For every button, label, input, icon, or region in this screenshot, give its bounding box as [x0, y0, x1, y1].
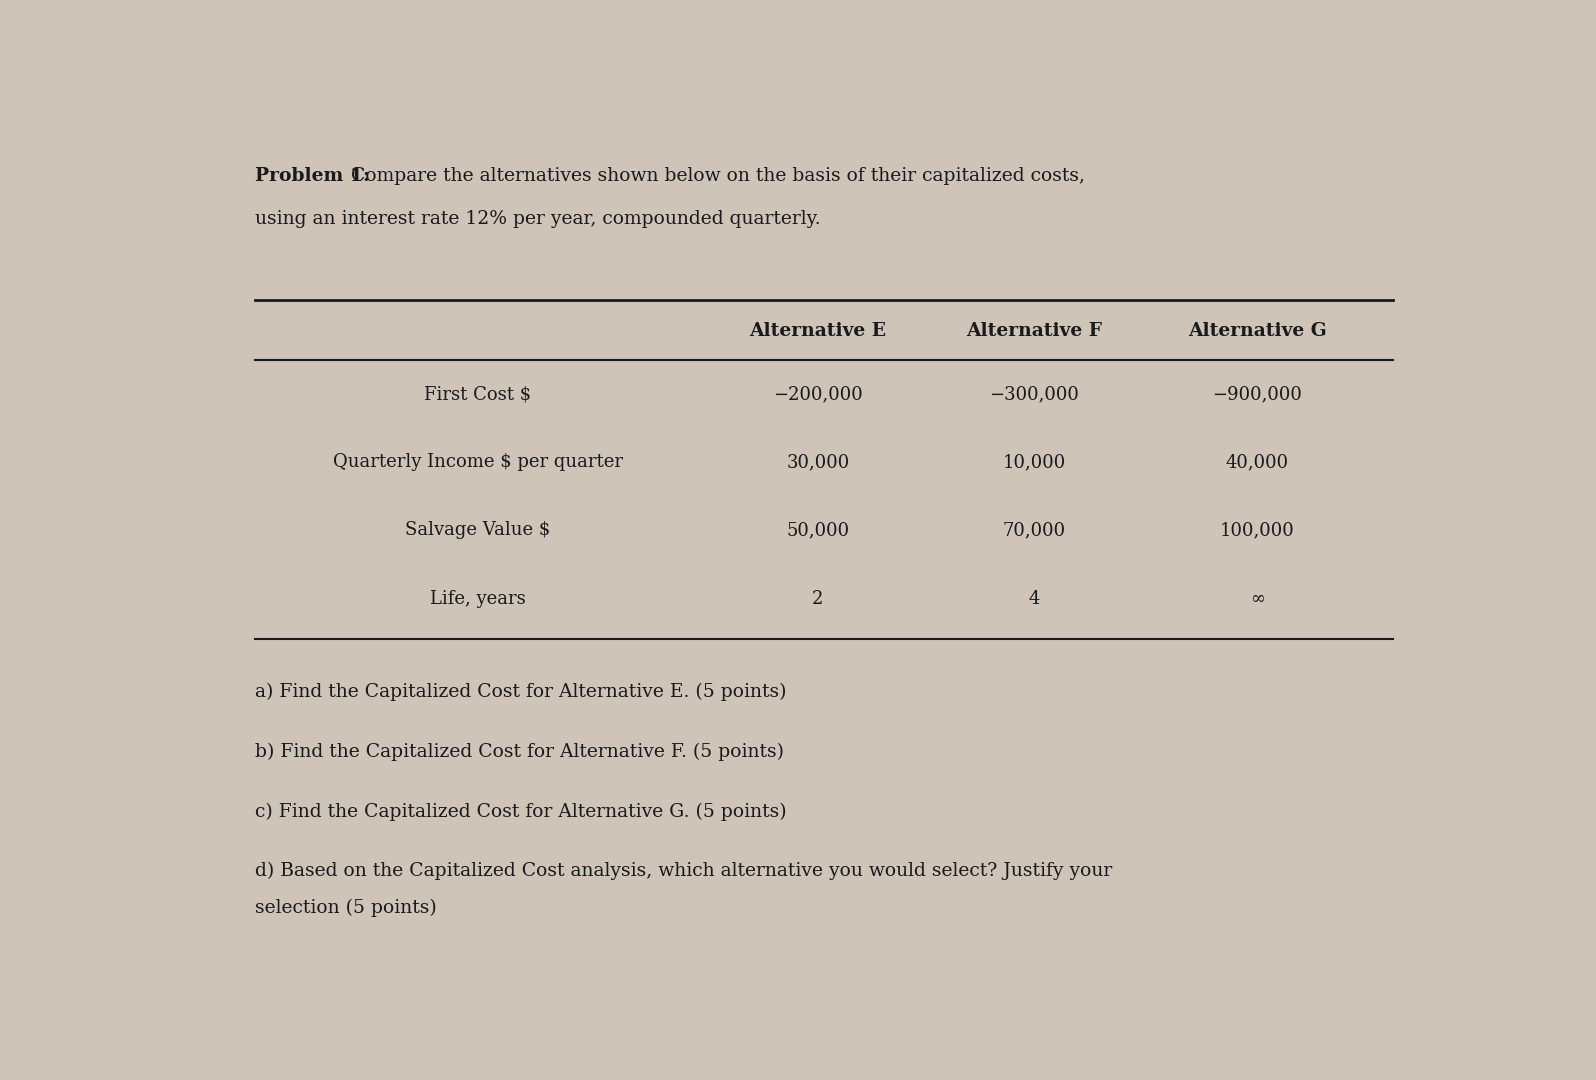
Text: 10,000: 10,000 [1002, 454, 1066, 471]
Text: Problem 1:: Problem 1: [255, 167, 370, 185]
Text: Alternative E: Alternative E [750, 322, 886, 340]
Text: Quarterly Income $ per quarter: Quarterly Income $ per quarter [334, 454, 622, 471]
Text: 100,000: 100,000 [1219, 522, 1294, 539]
Text: Life, years: Life, years [429, 590, 525, 608]
Text: −900,000: −900,000 [1211, 386, 1302, 403]
Text: Salvage Value $: Salvage Value $ [405, 522, 551, 539]
Text: d) Based on the Capitalized Cost analysis, which alternative you would select? J: d) Based on the Capitalized Cost analysi… [255, 862, 1112, 880]
Text: 2: 2 [812, 590, 824, 608]
Text: c) Find the Capitalized Cost for Alternative G. (5 points): c) Find the Capitalized Cost for Alterna… [255, 802, 787, 821]
Text: First Cost $: First Cost $ [425, 386, 531, 403]
Text: 70,000: 70,000 [1002, 522, 1066, 539]
Text: −200,000: −200,000 [772, 386, 863, 403]
Text: 50,000: 50,000 [787, 522, 849, 539]
Text: Alternative F: Alternative F [967, 322, 1103, 340]
Text: selection (5 points): selection (5 points) [255, 899, 437, 917]
Text: 30,000: 30,000 [787, 454, 849, 471]
Text: using an interest rate 12% per year, compounded quarterly.: using an interest rate 12% per year, com… [255, 211, 820, 228]
Text: ∞: ∞ [1250, 590, 1264, 608]
Text: −300,000: −300,000 [990, 386, 1079, 403]
Text: b) Find the Capitalized Cost for Alternative F. (5 points): b) Find the Capitalized Cost for Alterna… [255, 742, 784, 760]
Text: 4: 4 [1029, 590, 1041, 608]
Text: 40,000: 40,000 [1226, 454, 1288, 471]
Text: Compare the alternatives shown below on the basis of their capitalized costs,: Compare the alternatives shown below on … [345, 167, 1085, 185]
Text: Alternative G: Alternative G [1187, 322, 1326, 340]
Text: a) Find the Capitalized Cost for Alternative E. (5 points): a) Find the Capitalized Cost for Alterna… [255, 683, 787, 701]
